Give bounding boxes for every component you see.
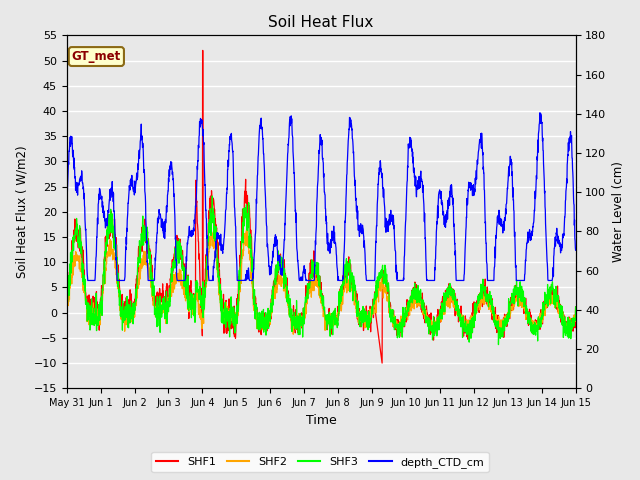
SHF1 bbox=[89, 304, 97, 310]
SHF2 bbox=[464, 322, 472, 327]
SHF2 bbox=[297, 324, 305, 329]
SHF1 bbox=[378, 360, 386, 366]
X-axis label: Time: Time bbox=[306, 414, 337, 427]
depth_CTD_cm bbox=[557, 246, 565, 252]
SHF3 bbox=[89, 320, 97, 325]
Legend: SHF1, SHF2, SHF3, depth_CTD_cm: SHF1, SHF2, SHF3, depth_CTD_cm bbox=[152, 452, 488, 472]
SHF3 bbox=[209, 193, 216, 199]
depth_CTD_cm bbox=[84, 277, 92, 283]
Line: SHF2: SHF2 bbox=[67, 229, 575, 335]
SHF2 bbox=[557, 315, 565, 321]
SHF3 bbox=[63, 306, 70, 312]
Y-axis label: Soil Heat Flux ( W/m2): Soil Heat Flux ( W/m2) bbox=[15, 145, 28, 278]
Line: depth_CTD_cm: depth_CTD_cm bbox=[67, 113, 575, 280]
SHF3 bbox=[557, 311, 565, 316]
SHF3 bbox=[495, 342, 502, 348]
SHF1 bbox=[557, 319, 565, 325]
depth_CTD_cm bbox=[536, 110, 544, 116]
SHF2 bbox=[243, 227, 251, 232]
SHF1 bbox=[63, 287, 70, 292]
Title: Soil Heat Flux: Soil Heat Flux bbox=[268, 15, 374, 30]
SHF2 bbox=[310, 276, 318, 281]
SHF2 bbox=[89, 307, 97, 313]
depth_CTD_cm bbox=[297, 274, 305, 280]
SHF3 bbox=[297, 319, 305, 325]
depth_CTD_cm bbox=[310, 277, 318, 283]
Line: SHF1: SHF1 bbox=[67, 50, 575, 363]
SHF1 bbox=[297, 321, 305, 326]
SHF1 bbox=[464, 336, 472, 342]
depth_CTD_cm bbox=[572, 247, 579, 253]
SHF3 bbox=[464, 321, 472, 327]
SHF2 bbox=[498, 332, 506, 338]
SHF2 bbox=[63, 307, 70, 313]
Text: GT_met: GT_met bbox=[72, 50, 121, 63]
depth_CTD_cm bbox=[464, 201, 472, 207]
SHF1 bbox=[199, 48, 207, 53]
Y-axis label: Water Level (cm): Water Level (cm) bbox=[612, 161, 625, 262]
SHF3 bbox=[572, 304, 579, 310]
SHF1 bbox=[572, 304, 579, 310]
SHF1 bbox=[310, 264, 318, 269]
SHF3 bbox=[310, 269, 318, 275]
Line: SHF3: SHF3 bbox=[67, 196, 575, 345]
depth_CTD_cm bbox=[89, 277, 97, 283]
SHF2 bbox=[557, 307, 565, 313]
SHF1 bbox=[557, 307, 565, 313]
SHF2 bbox=[572, 318, 579, 324]
depth_CTD_cm bbox=[63, 211, 70, 216]
SHF3 bbox=[557, 316, 565, 322]
depth_CTD_cm bbox=[557, 242, 565, 248]
